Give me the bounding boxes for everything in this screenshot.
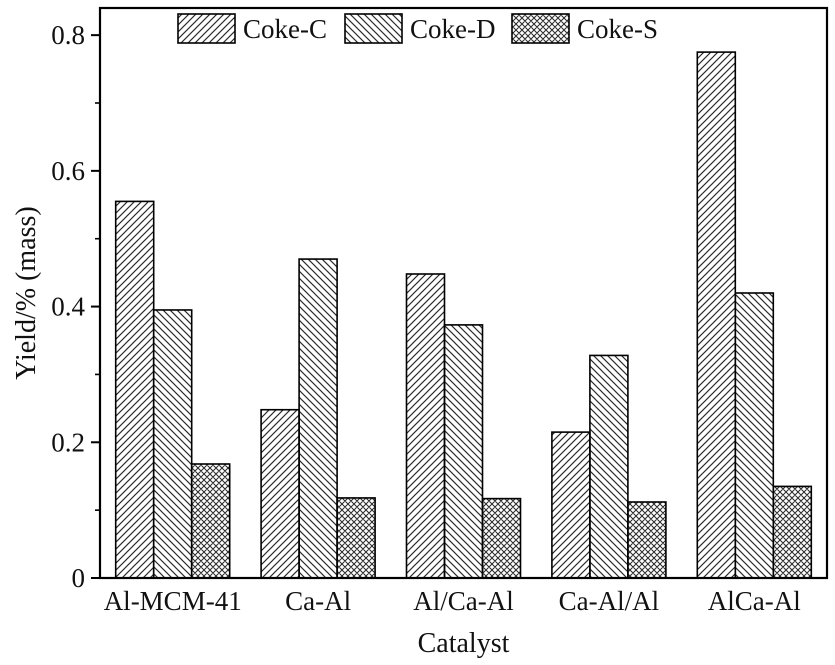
legend-label: Coke-S [577, 14, 658, 44]
y-axis-title: Yield/% (mass) [11, 206, 42, 380]
bar-coke-d-al/ca-al [443, 324, 484, 579]
y-tick-label: 0 [72, 563, 86, 593]
category-label: Al/Ca-Al [413, 586, 514, 616]
plot-border [98, 6, 829, 580]
bar-coke-c-alca-al [696, 51, 737, 579]
legend-swatch-coke-s [511, 13, 570, 44]
bar-coke-s-ca-al [336, 497, 376, 579]
legend-swatch-coke-d [344, 13, 403, 44]
bar-coke-c-al-mcm-41 [114, 200, 155, 579]
bar-coke-s-al/ca-al [481, 497, 522, 579]
bar-coke-s-al-mcm-41 [190, 463, 231, 579]
bar-coke-s-ca-al/al [627, 501, 667, 579]
bar-coke-c-al/ca-al [405, 273, 446, 579]
legend-label: Coke-D [410, 14, 495, 44]
x-axis-title: Catalyst [417, 628, 510, 659]
category-label: AlCa-Al [708, 586, 801, 616]
bar-coke-d-al-mcm-41 [152, 309, 193, 579]
y-tick-label: 0.8 [51, 20, 85, 50]
bar-coke-d-alca-al [734, 292, 775, 579]
y-tick-label: 0.4 [51, 292, 85, 322]
bar-coke-c-ca-al [260, 408, 300, 579]
bar-coke-s-alca-al [772, 485, 813, 579]
legend-swatch-coke-c [177, 13, 236, 44]
category-label: Al-MCM-41 [104, 586, 242, 616]
bar-coke-d-ca-al/al [589, 354, 629, 579]
category-label: Ca-Al [285, 586, 351, 616]
y-tick-label: 0.6 [51, 156, 85, 186]
category-label: Ca-Al/Al [559, 586, 660, 616]
bar-coke-c-ca-al/al [551, 431, 591, 579]
y-tick-label: 0.2 [51, 427, 85, 457]
bar-coke-d-ca-al [298, 258, 338, 579]
legend-label: Coke-C [243, 14, 327, 44]
